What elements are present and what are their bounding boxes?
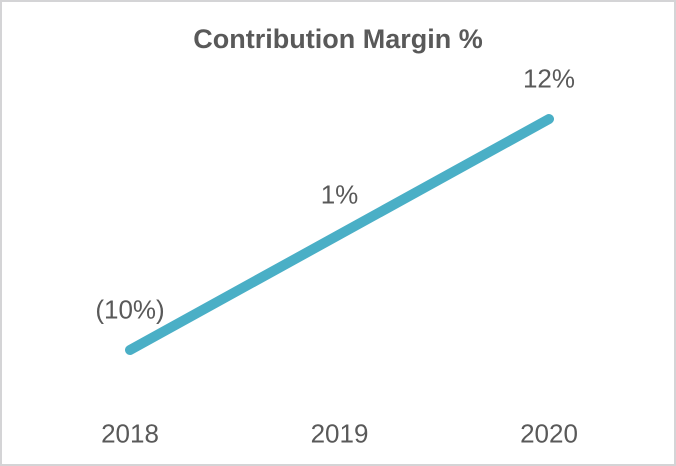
data-label: 1% xyxy=(320,179,359,209)
series-line xyxy=(125,114,554,355)
data-label: 12% xyxy=(522,63,576,94)
data-label: (10%) xyxy=(95,294,165,325)
chart-title: Contribution Margin % xyxy=(193,24,483,54)
x-axis-label: 2019 xyxy=(310,418,369,449)
x-axis-label: 2018 xyxy=(101,418,159,449)
x-axis-label: 2020 xyxy=(520,418,578,449)
